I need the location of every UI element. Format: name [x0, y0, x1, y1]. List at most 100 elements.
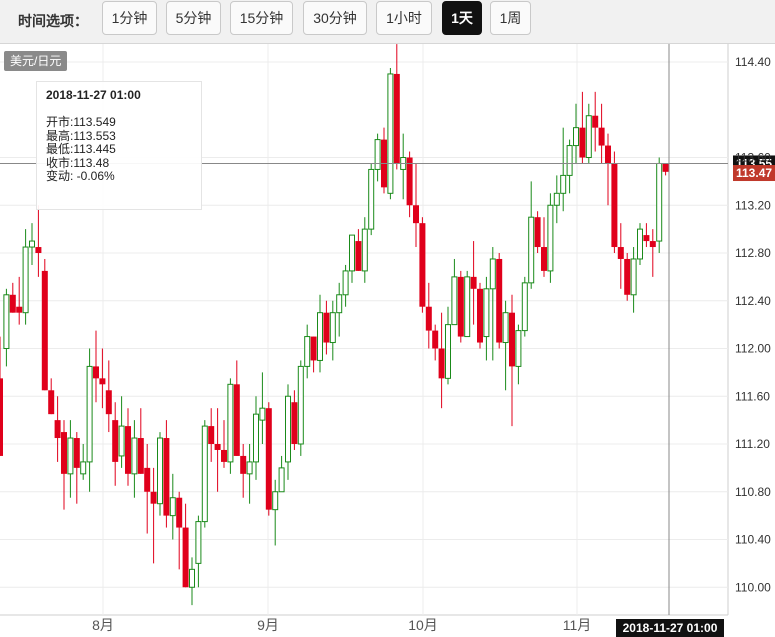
candles: [0, 44, 669, 606]
timeframe-button-1min[interactable]: 1分钟: [102, 1, 157, 35]
candle-body-down: [9, 294, 16, 313]
candle-body-down: [425, 306, 432, 331]
candle-body-up: [656, 162, 663, 242]
candle: [323, 300, 330, 355]
candle: [105, 360, 112, 433]
candle: [208, 408, 215, 462]
candle-body-up: [246, 461, 253, 475]
candle: [329, 300, 336, 361]
candle: [233, 360, 240, 456]
candle-body-down: [214, 444, 221, 450]
candle-body-down: [541, 247, 547, 271]
price-tick-label: 110.80: [735, 485, 771, 499]
candle-body-up: [285, 395, 291, 463]
candle-body-down: [163, 438, 170, 516]
candle-body-down: [233, 384, 240, 456]
candle: [637, 223, 643, 265]
candle: [413, 163, 419, 248]
candle: [29, 223, 35, 265]
candle-body-up: [566, 145, 573, 176]
candle: [349, 234, 355, 283]
tooltip-high: 最高:113.553: [46, 128, 116, 143]
timeframe-button-1hour[interactable]: 1小时: [376, 1, 432, 35]
candle: [617, 223, 624, 289]
candle: [297, 360, 304, 456]
candle: [387, 67, 394, 200]
candle-body-down: [406, 157, 413, 206]
candle: [521, 276, 528, 337]
candle-body-down: [99, 378, 106, 385]
timeframe-button-5min[interactable]: 5分钟: [166, 1, 221, 35]
candle: [464, 270, 471, 338]
candle: [195, 515, 202, 588]
candle-body-down: [432, 330, 439, 349]
candle-body-up: [630, 258, 637, 296]
candle: [483, 276, 490, 361]
candle: [649, 229, 656, 277]
ohlc-tooltip: 2018-11-27 01:00 开市:113.549 最高:113.553 最…: [36, 81, 202, 210]
candle: [425, 282, 432, 349]
candle: [201, 420, 208, 528]
price-tick-label: 113.20: [735, 198, 771, 212]
tooltip-low: 最低:113.445: [46, 142, 116, 156]
candle-body-up: [189, 568, 195, 588]
candle-body-down: [291, 402, 298, 444]
candle: [502, 300, 509, 391]
candle-body-down: [393, 73, 400, 164]
price-tick-label: 113.60: [735, 151, 771, 165]
candle: [278, 455, 285, 493]
price-tick-label: 111.20: [735, 437, 770, 451]
candle: [317, 294, 323, 373]
candle: [112, 402, 119, 486]
candle-body-down: [470, 276, 477, 289]
candle: [585, 103, 592, 164]
candle: [643, 223, 650, 248]
candle-body-down: [605, 145, 611, 164]
candle-body-down: [611, 163, 618, 248]
timeframe-button-30min[interactable]: 30分钟: [303, 1, 367, 35]
candle: [438, 312, 445, 409]
candle: [150, 467, 157, 564]
candle-body-up: [637, 228, 643, 260]
timeframe-button-15min[interactable]: 15分钟: [230, 1, 293, 35]
candle-body-down: [649, 241, 656, 248]
candle-body-up: [547, 204, 554, 272]
tooltip-open: 开市:113.549: [46, 115, 116, 129]
month-tick-label: 11月: [563, 617, 592, 633]
month-tick-label: 9月: [257, 617, 279, 633]
candle: [227, 378, 234, 474]
candle: [3, 288, 10, 367]
candle-body-up: [342, 270, 349, 296]
timeframe-button-1week[interactable]: 1周: [490, 1, 531, 35]
candle: [489, 247, 496, 361]
candle: [432, 324, 439, 361]
candle: [189, 557, 195, 606]
price-tick-label: 112.40: [735, 294, 771, 308]
candle: [86, 348, 93, 492]
candle-body-up: [297, 365, 304, 445]
candle: [125, 408, 131, 486]
candle: [272, 479, 279, 546]
candle: [99, 348, 106, 409]
candle: [393, 44, 400, 170]
candle-body-down: [419, 223, 426, 307]
candle-body-down: [221, 449, 227, 462]
candle: [0, 336, 3, 456]
candle: [451, 258, 458, 326]
candle: [573, 103, 579, 164]
candle: [477, 282, 483, 349]
month-tick-label: 8月: [92, 617, 114, 633]
candle-body-up: [515, 330, 522, 367]
candle-body-up: [169, 497, 176, 517]
candle: [93, 330, 99, 403]
candle-body-down: [598, 127, 605, 146]
price-tick-label: 110.00: [735, 580, 771, 594]
candle: [419, 217, 426, 313]
candle-body-up: [227, 383, 234, 463]
timeframe-button-1day[interactable]: 1天: [442, 1, 482, 35]
candle-body-up: [272, 491, 279, 511]
price-tick-label: 114.40: [735, 55, 771, 69]
tooltip-close: 收市:113.48: [46, 155, 110, 170]
